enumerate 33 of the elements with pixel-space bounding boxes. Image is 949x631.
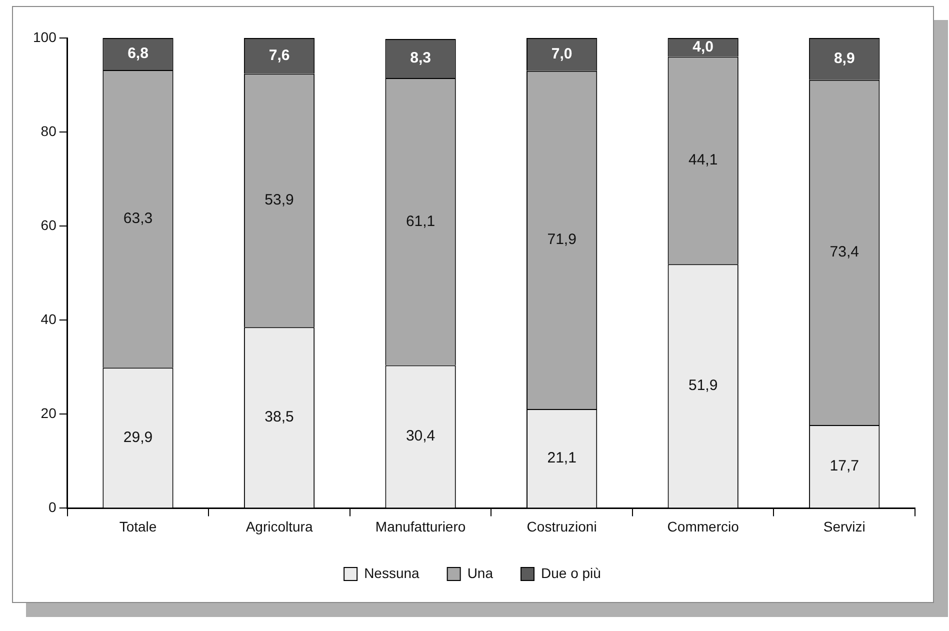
y-tick-label: 60 [40, 216, 57, 233]
y-tick-label: 0 [48, 499, 57, 516]
data-label: 8,9 [834, 50, 855, 68]
data-label: 61,1 [406, 212, 436, 230]
data-label: 30,4 [406, 428, 436, 445]
data-label: 4,0 [692, 38, 714, 56]
legend-label: Nessuna [364, 564, 420, 581]
data-label: 38,5 [264, 408, 294, 426]
data-label: 7,6 [268, 47, 290, 64]
y-tick-label: 80 [40, 122, 57, 139]
x-tick-label: Costruzioni [526, 518, 597, 534]
data-label: 53,9 [264, 192, 294, 209]
x-tick-label: Commercio [667, 518, 740, 534]
data-label: 73,4 [830, 244, 859, 261]
x-tick-label: Totale [119, 518, 157, 534]
data-label: 7,0 [551, 46, 572, 63]
data-label: 51,9 [688, 377, 718, 394]
legend-label: Una [467, 564, 494, 581]
y-tick-label: 40 [40, 310, 57, 327]
data-label: 8,3 [410, 50, 431, 67]
x-tick-label: Servizi [823, 518, 866, 534]
data-label: 63,3 [123, 210, 153, 227]
data-label: 71,9 [547, 231, 576, 248]
y-tick-label: 20 [40, 405, 57, 422]
data-label: 44,1 [688, 152, 718, 169]
data-label: 17,7 [830, 457, 859, 474]
x-tick-label: Agricoltura [246, 518, 313, 534]
legend-label: Due o più [541, 564, 601, 581]
x-tick-label: Manufatturiero [375, 518, 466, 534]
data-label: 29,9 [123, 428, 153, 446]
data-label: 21,1 [547, 449, 576, 466]
data-label: 6,8 [128, 45, 148, 62]
y-tick-label: 100 [33, 28, 57, 45]
